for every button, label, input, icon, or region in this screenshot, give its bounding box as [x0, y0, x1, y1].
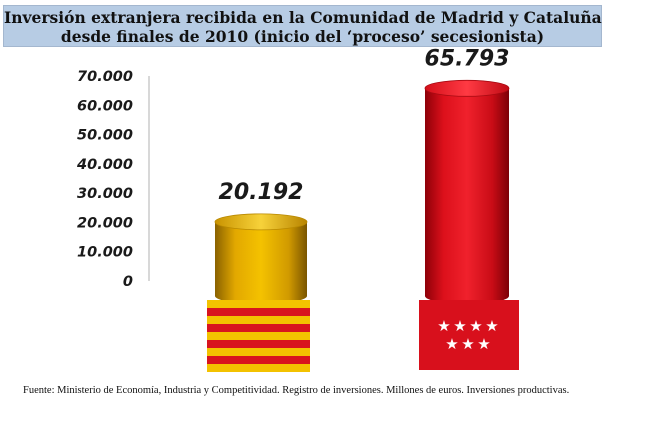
- source-note: Fuente: Ministerio de Economía, Industri…: [23, 385, 570, 396]
- star-icon: ★: [453, 317, 466, 335]
- flag-stripe: [207, 308, 310, 316]
- star-icon: ★: [461, 335, 474, 353]
- chart-title-line-2: desde finales de 2010 (inicio del ‘proce…: [60, 27, 545, 46]
- bar-body: [425, 88, 509, 297]
- y-tick-label: 20.000: [77, 215, 133, 231]
- star-icon: ★: [477, 335, 490, 353]
- y-tick-label: 70.000: [77, 69, 133, 85]
- data-label: 20.192: [219, 180, 304, 205]
- y-tick-label: 50.000: [77, 128, 133, 144]
- category-flags: ★ ★ ★ ★★ ★ ★: [207, 300, 519, 372]
- bar-madrid: [424, 79, 510, 304]
- y-tick-label: 30.000: [77, 186, 133, 202]
- flag-stripe: [207, 324, 310, 332]
- bar-top: [214, 213, 308, 231]
- star-icon: ★: [445, 335, 458, 353]
- bars: [214, 79, 510, 304]
- data-labels: 20.192 65.793: [219, 46, 510, 205]
- y-tick-label: 0: [123, 274, 133, 290]
- bar-chart: 0 10.000 20.000 30.000 40.000 50.000 60.000 70.…: [76, 46, 519, 372]
- star-icon: ★: [437, 317, 450, 335]
- bar-cataluna: [214, 213, 308, 304]
- flag-stripe: [207, 340, 310, 348]
- cataluna-flag: [207, 300, 310, 372]
- flag-stripe: [207, 356, 310, 364]
- y-axis-ticks: 0 10.000 20.000 30.000 40.000 50.000 60.000 70.…: [76, 69, 133, 290]
- star-icon: ★: [485, 317, 498, 335]
- y-tick-label: 10.000: [77, 245, 133, 261]
- flag-background: [419, 300, 519, 370]
- bar-top: [424, 79, 510, 97]
- star-icon: ★: [469, 317, 482, 335]
- data-label: 65.793: [425, 46, 510, 71]
- y-tick-label: 40.000: [76, 157, 133, 173]
- y-tick-label: 60.000: [77, 98, 133, 114]
- bar-body: [215, 221, 307, 296]
- chart-title-box: Inversión extranjera recibida en la Comu…: [3, 5, 602, 47]
- chart-title-line-1: Inversión extranjera recibida en la Comu…: [4, 8, 602, 27]
- madrid-flag: ★ ★ ★ ★★ ★ ★: [419, 300, 519, 370]
